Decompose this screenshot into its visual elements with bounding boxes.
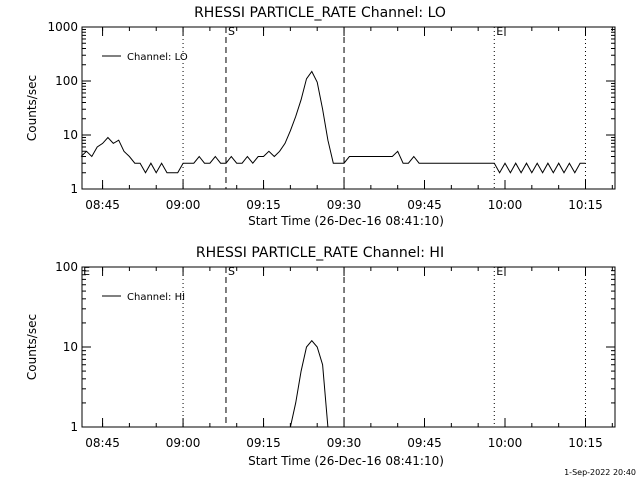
x-tick-label: 10:00: [488, 198, 523, 212]
timestamp: 1-Sep-2022 20:40: [564, 468, 636, 477]
y-tick-label: 100: [55, 260, 78, 274]
x-tick-label: 09:45: [407, 436, 442, 450]
x-tick-label: 09:15: [246, 198, 281, 212]
x-tick-label: 09:30: [327, 436, 362, 450]
marker-label: E: [83, 265, 90, 278]
x-tick-label: 10:00: [488, 436, 523, 450]
y-tick-label: 100: [55, 74, 78, 88]
x-tick-label: 08:45: [85, 198, 120, 212]
x-tick-label: 08:45: [85, 436, 120, 450]
series-line: [289, 339, 329, 428]
marker-label: E: [496, 265, 503, 278]
chart-panel-2: RHESSI PARTICLE_RATE Channel: HI 1 10 100 08…: [25, 245, 616, 468]
y-tick-label: 10: [63, 128, 78, 142]
x-tick-label: 10:15: [568, 198, 603, 212]
chart-title: RHESSI PARTICLE_RATE Channel: LO: [194, 5, 446, 21]
y-axis-label: Counts/sec: [25, 75, 39, 141]
plot-frame: [81, 26, 616, 190]
x-tick-label: 09:30: [327, 198, 362, 212]
marker-label: S: [228, 25, 235, 38]
y-tick-label: 1000: [47, 20, 78, 34]
chart-title: RHESSI PARTICLE_RATE Channel: HI: [196, 245, 444, 261]
plot-frame: [81, 266, 616, 428]
y-tick-label: 10: [63, 340, 78, 354]
x-tick-label: 10:15: [568, 436, 603, 450]
y-tick-label: 1: [70, 420, 78, 434]
y-axis-label: Counts/sec: [25, 314, 39, 380]
chart-panel-1: RHESSI PARTICLE_RATE Channel: LO 1 10 100 10…: [25, 5, 616, 228]
series-line: [80, 70, 586, 174]
x-tick-label: 09:15: [246, 436, 281, 450]
marker-label: E: [496, 25, 503, 38]
marker-label: S: [228, 265, 235, 278]
x-tick-label: 09:45: [407, 198, 442, 212]
y-tick-label: 1: [70, 182, 78, 196]
x-axis-label: Start Time (26-Dec-16 08:41:10): [248, 214, 444, 228]
x-tick-label: 09:00: [166, 436, 201, 450]
legend-label: Channel: LO: [127, 52, 188, 63]
x-axis-label: Start Time (26-Dec-16 08:41:10): [248, 454, 444, 468]
legend-label: Channel: HI: [127, 292, 185, 303]
x-tick-label: 09:00: [166, 198, 201, 212]
